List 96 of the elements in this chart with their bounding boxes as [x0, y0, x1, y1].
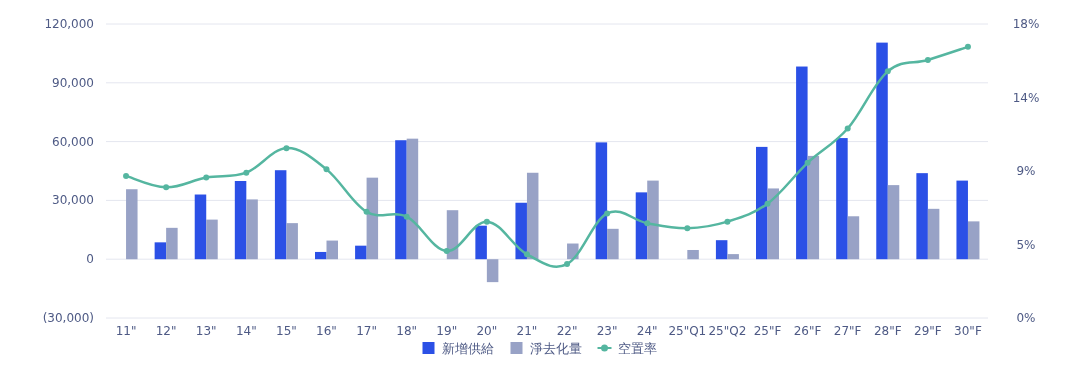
legend-label: 淨去化量: [529, 341, 582, 356]
bar: [274, 170, 287, 260]
bar: [154, 242, 167, 260]
x-tick-label: 27"F: [833, 324, 862, 338]
bar: [234, 181, 247, 260]
x-tick-label: 19": [436, 324, 458, 338]
point: [564, 261, 571, 268]
x-tick-label: 29"F: [914, 324, 942, 338]
legend-label: 空置率: [617, 341, 657, 356]
point: [844, 125, 851, 132]
point: [283, 145, 290, 152]
y-tick-label: 30,000: [52, 193, 94, 208]
bar: [727, 254, 739, 260]
x-tick-label: 16": [316, 324, 337, 338]
y-tick-label: 90,000: [52, 75, 94, 90]
y2-tick-label: 14%: [1012, 90, 1040, 105]
x-tick-label: 23": [596, 324, 618, 338]
point: [724, 218, 731, 225]
y2-tick-label: 9%: [1016, 164, 1036, 178]
bar: [486, 259, 499, 283]
x-tick-label: 25"F: [753, 324, 782, 338]
point: [363, 208, 370, 215]
x-tick-label: 17": [356, 324, 377, 338]
bar: [927, 208, 940, 260]
x-tick-label: 18": [396, 324, 418, 338]
bar: [967, 221, 980, 260]
y2-tick-label: 0%: [1016, 311, 1036, 325]
x-tick-label: 25"Q2: [708, 324, 747, 338]
point: [644, 220, 651, 227]
point: [804, 159, 811, 166]
x-tick-label: 28"F: [873, 324, 902, 338]
bar: [647, 180, 659, 260]
x-tick-label: 25"Q1: [668, 324, 707, 338]
x-tick-label: 11": [115, 324, 137, 338]
y-tick-label: 0: [86, 252, 94, 267]
bar: [847, 216, 860, 260]
y2-tick-label: 18%: [1012, 17, 1040, 31]
bar: [126, 189, 138, 260]
point: [884, 68, 891, 75]
point: [163, 184, 170, 191]
y2-tick-label: 5%: [1016, 237, 1036, 252]
point: [523, 251, 530, 258]
bar: [194, 194, 207, 260]
bar: [595, 142, 608, 260]
x-tick-label: 24": [636, 324, 658, 338]
bar: [406, 138, 419, 260]
y-tick-label: 120,000: [44, 17, 94, 31]
bar: [807, 155, 820, 260]
point: [323, 166, 330, 173]
bar: [475, 225, 487, 260]
point: [483, 218, 490, 225]
point: [684, 225, 691, 232]
bar: [767, 188, 779, 260]
x-tick-label: 15": [276, 324, 297, 338]
point: [123, 172, 130, 179]
y-tick-label: (30,000): [42, 311, 94, 325]
bar: [836, 138, 848, 260]
point: [964, 43, 971, 50]
point: [764, 200, 771, 207]
bar: [206, 219, 218, 260]
point: [924, 56, 931, 63]
point: [604, 210, 611, 217]
x-tick-label: 14": [235, 324, 257, 338]
bar: [315, 251, 327, 260]
x-tick-label: 30"F: [954, 324, 982, 338]
legend-label: 新增供給: [441, 341, 494, 356]
x-tick-label: 26"F: [793, 324, 822, 338]
bar: [956, 180, 968, 260]
bar: [355, 245, 367, 260]
bar: [515, 202, 527, 260]
bar: [366, 177, 379, 260]
bar: [715, 240, 728, 260]
bar: [916, 173, 928, 260]
x-tick-label: 20": [476, 324, 498, 338]
y-tick-label: 60,000: [52, 134, 94, 149]
bar: [326, 240, 338, 260]
bar: [756, 146, 768, 260]
x-tick-label: 13": [195, 324, 217, 338]
bar: [635, 192, 648, 260]
bar: [876, 42, 888, 260]
x-tick-label: 12": [155, 324, 177, 338]
point: [203, 174, 210, 181]
bar: [607, 228, 619, 260]
bar: [887, 185, 900, 260]
bar: [395, 140, 407, 260]
bar: [526, 172, 539, 260]
bar: [246, 199, 258, 260]
point: [243, 169, 250, 176]
bar: [687, 249, 699, 260]
bar: [286, 223, 298, 260]
x-tick-label: 21": [516, 324, 538, 338]
bar: [796, 66, 808, 260]
point: [403, 213, 410, 220]
bar: [166, 227, 178, 260]
x-tick-label: 22": [556, 324, 578, 338]
point: [443, 248, 450, 255]
